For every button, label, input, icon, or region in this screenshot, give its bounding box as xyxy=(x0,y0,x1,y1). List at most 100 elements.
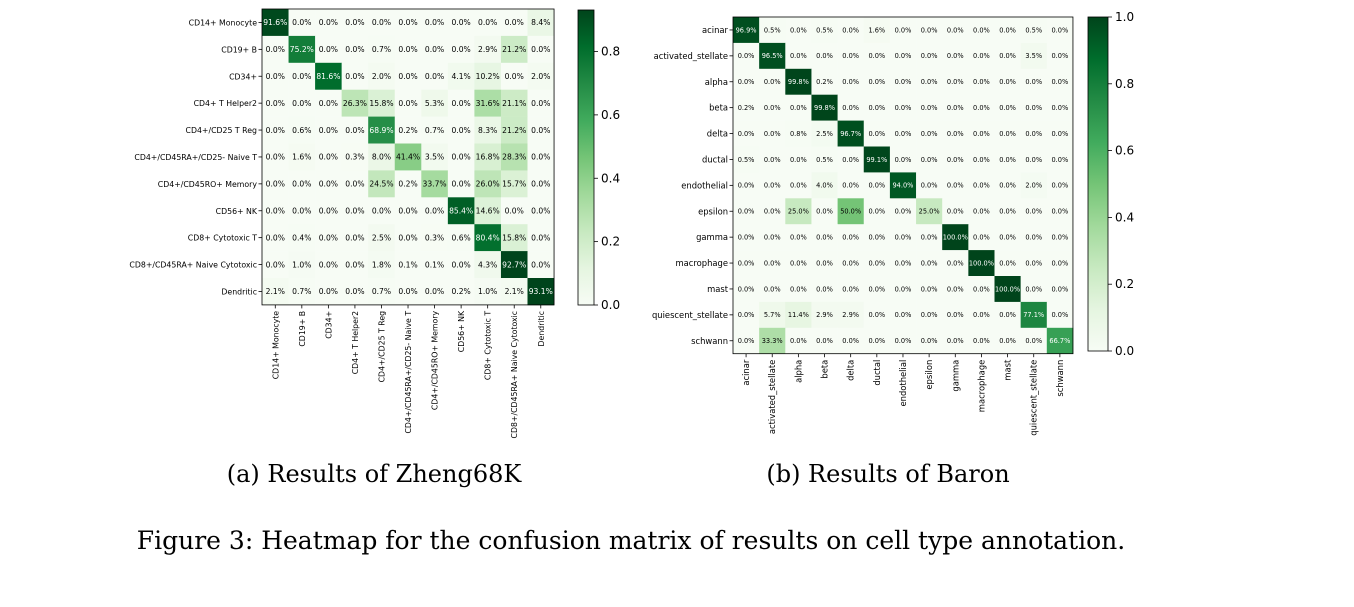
heatmap-cell xyxy=(916,42,943,70)
cell-value-label: 0.0% xyxy=(868,285,885,293)
cell-value-label: 0.0% xyxy=(764,104,781,112)
y-tick-label-cd34: CD34+ xyxy=(229,72,257,81)
y-tick-label-macrophage: macrophage xyxy=(675,258,728,268)
cell-value-label: 0.0% xyxy=(790,259,807,267)
cell-value-label: 0.0% xyxy=(345,126,364,135)
cell-value-label: 0.0% xyxy=(531,99,550,108)
heatmap-cell xyxy=(994,17,1021,44)
y-tick-label-cd4-cd45ra-cd25-naive-t: CD4+/CD45RA+/CD25- Naive T xyxy=(134,153,257,162)
heatmap-cell xyxy=(315,197,342,225)
heatmap-cell xyxy=(315,89,342,117)
cell-value-label: 0.0% xyxy=(842,234,859,242)
heatmap-cell xyxy=(421,143,449,171)
heatmap-cell xyxy=(1046,327,1074,354)
cell-value-label: 0.0% xyxy=(895,130,912,138)
heatmap-cell xyxy=(994,146,1021,173)
cell-value-label: 0.0% xyxy=(973,337,990,345)
x-tick-label-ductal: ductal xyxy=(872,360,882,386)
x-tick-label-cd4-cd45ro-memory: CD4+/CD45RO+ Memory xyxy=(431,311,440,411)
heatmap-cell xyxy=(447,9,475,37)
heatmap-cell xyxy=(785,198,812,225)
subfigure-caption-a: (a) Results of Zheng68K xyxy=(226,460,522,488)
cell-value-label: 0.0% xyxy=(398,287,417,296)
cell-value-label: 0.0% xyxy=(895,78,912,86)
cell-value-label: 10.2% xyxy=(476,72,500,81)
cell-value-label: 0.0% xyxy=(947,52,964,60)
heatmap-cell xyxy=(447,278,475,306)
heatmap-cell xyxy=(394,62,422,90)
cell-value-label: 0.0% xyxy=(764,234,781,242)
cell-value-label: 0.7% xyxy=(372,287,391,296)
heatmap-cell xyxy=(759,301,786,329)
cell-value-label: 0.0% xyxy=(947,78,964,86)
heatmap-cell xyxy=(811,17,838,44)
colorbar-tick-label: 0.2 xyxy=(601,235,620,249)
heatmap-cell xyxy=(994,68,1021,95)
cell-value-label: 0.7% xyxy=(425,126,444,135)
x-tick-label-schwann: schwann xyxy=(1055,360,1065,397)
cell-value-label: 0.0% xyxy=(319,233,338,242)
heatmap-cell xyxy=(811,68,838,95)
cell-value-label: 0.0% xyxy=(266,153,285,162)
cell-value-label: 0.0% xyxy=(816,259,833,267)
cell-value-label: 0.0% xyxy=(842,285,859,293)
x-tick-label-delta: delta xyxy=(846,360,856,381)
heatmap-cell xyxy=(811,327,838,354)
x-tick-label-cd8-cd45ra-naive-cytotoxic: CD8+/CD45RA+ Naive Cytotoxic xyxy=(510,311,519,439)
heatmap-cell xyxy=(994,172,1021,199)
cell-value-label: 0.0% xyxy=(398,72,417,81)
colorbar-tick-label: 0.0 xyxy=(601,298,620,312)
cell-value-label: 0.0% xyxy=(790,156,807,164)
cell-value-label: 0.0% xyxy=(895,104,912,112)
colorbar-gradient xyxy=(577,9,595,306)
cell-value-label: 2.0% xyxy=(372,72,391,81)
cell-value-label: 0.0% xyxy=(999,130,1016,138)
heatmap-cell xyxy=(447,89,475,117)
heatmap-cell xyxy=(889,301,917,329)
cell-value-label: 3.5% xyxy=(425,153,444,162)
heatmap-cell xyxy=(759,42,786,70)
heatmap-cell xyxy=(341,9,369,37)
heatmap-cell xyxy=(942,172,969,199)
cell-value-label: 0.0% xyxy=(266,72,285,81)
cell-value-label: 0.0% xyxy=(1025,104,1042,112)
cell-value-label: 96.5% xyxy=(762,52,783,60)
cell-value-label: 0.0% xyxy=(921,182,938,190)
cell-value-label: 0.0% xyxy=(451,18,470,27)
cell-value-label: 0.0% xyxy=(1051,182,1068,190)
heatmap-cell xyxy=(1046,120,1074,147)
cell-value-label: 1.0% xyxy=(292,260,311,269)
cell-value-label: 0.0% xyxy=(895,234,912,242)
cell-value-label: 0.0% xyxy=(266,126,285,135)
cell-value-label: 0.0% xyxy=(973,208,990,216)
cell-value-label: 0.0% xyxy=(319,99,338,108)
heatmap-cell xyxy=(1020,172,1048,199)
cell-value-label: 66.7% xyxy=(1049,337,1070,345)
cell-value-label: 0.0% xyxy=(738,130,755,138)
heatmap-cell xyxy=(811,198,838,225)
cell-value-label: 0.0% xyxy=(1051,156,1068,164)
cell-value-label: 0.0% xyxy=(947,26,964,34)
heatmap-cell xyxy=(785,42,812,70)
heatmap-cell xyxy=(421,116,449,144)
heatmap-cell xyxy=(262,197,289,225)
cell-value-label: 0.0% xyxy=(947,285,964,293)
heatmap-cell xyxy=(1020,301,1048,329)
heatmap-cell xyxy=(889,327,917,354)
cell-value-label: 0.0% xyxy=(921,52,938,60)
heatmap-cell xyxy=(968,172,995,199)
cell-value-label: 91.6% xyxy=(263,18,287,27)
cell-value-label: 15.8% xyxy=(369,99,393,108)
heatmap-cell xyxy=(968,327,995,354)
heatmap-cell xyxy=(1020,146,1048,173)
x-tick-label-gamma: gamma xyxy=(950,360,960,392)
cell-value-label: 0.0% xyxy=(999,234,1016,242)
x-tick-label-cd56-nk: CD56+ NK xyxy=(457,310,466,352)
heatmap-cell xyxy=(474,170,502,198)
heatmap-cell xyxy=(889,276,917,303)
heatmap-cell xyxy=(341,116,369,144)
heatmap-cell xyxy=(500,170,528,198)
heatmap-cell xyxy=(474,9,502,37)
heatmap-cell xyxy=(942,250,969,277)
heatmap-cell xyxy=(500,224,528,252)
